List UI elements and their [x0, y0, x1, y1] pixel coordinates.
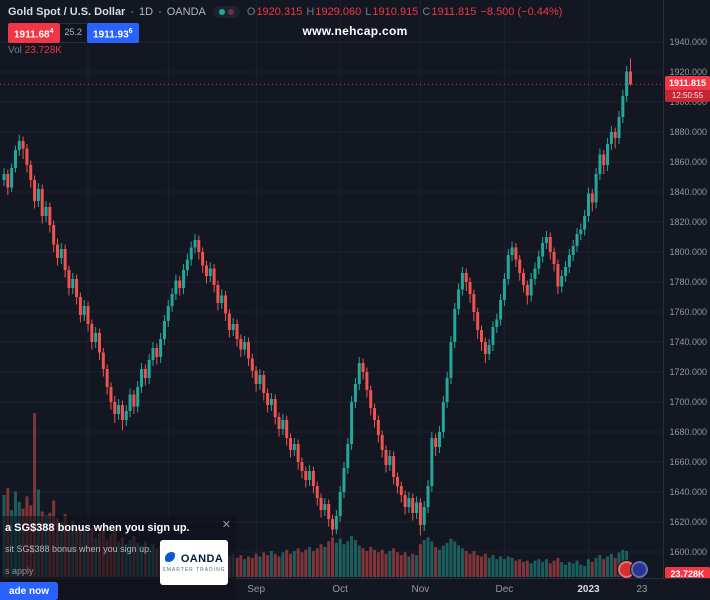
ohlc-readout: O1920.315 H1929.060 L1910.915 C1911.815 …: [247, 6, 564, 18]
close-value: 1911.815: [431, 6, 477, 18]
high-label: H: [306, 6, 315, 18]
quote-buttons: 1911.684 25.2 1911.936: [8, 23, 139, 44]
price-axis-label: 1720.000: [669, 367, 707, 377]
spread-value: 25.2: [59, 23, 88, 44]
price-axis-label: 1660.000: [669, 457, 707, 467]
last-price-badge: 1911.815 12:50:55: [665, 76, 710, 103]
volume-badge: 23.728K: [665, 567, 710, 581]
down-color-dot-icon: [227, 9, 234, 15]
chart-legend: Gold Spot / U.S. Dollar · 1D · OANDA O19…: [8, 6, 563, 18]
legend-separator: ·: [158, 6, 162, 18]
sell-button[interactable]: 1911.684: [8, 23, 60, 44]
ad-brand-card[interactable]: OANDA SMARTER TRADING: [160, 540, 228, 585]
price-axis-label: 1620.000: [669, 517, 707, 527]
price-axis-label: 1780.000: [669, 277, 707, 287]
price-axis-label: 1820.000: [669, 217, 707, 227]
trade-now-button[interactable]: ade now: [0, 582, 59, 600]
price-axis[interactable]: 1911.815 12:50:55 23.728K 1940.000 1920.0…: [663, 0, 710, 581]
price-axis-label: 1840.000: [669, 187, 707, 197]
buy-price: 1911.93: [93, 29, 129, 41]
change-value: −8.500 (−0.44%): [480, 6, 563, 18]
ad-overlay: a SG$388 bonus when you sign up. ✕ sit S…: [0, 516, 236, 600]
time-axis-label: Dec: [495, 584, 514, 595]
legend-visibility-toggle[interactable]: [212, 6, 240, 18]
open-label: O: [246, 6, 256, 18]
low-label: L: [365, 6, 372, 18]
symbol-name[interactable]: Gold Spot / U.S. Dollar: [8, 6, 126, 18]
price-axis-label: 1860.000: [669, 157, 707, 167]
price-axis-label: 1640.000: [669, 487, 707, 497]
time-axis-label: 23: [636, 584, 648, 595]
oanda-tagline: SMARTER TRADING: [162, 567, 226, 573]
time-axis-label: Oct: [332, 584, 348, 595]
volume-readout: Vol 23.728K: [8, 45, 62, 56]
bar-countdown: 12:50:55: [665, 90, 710, 103]
price-axis-label: 1880.000: [669, 127, 707, 137]
interval-label[interactable]: 1D: [139, 6, 154, 18]
exchange-label[interactable]: OANDA: [166, 6, 206, 18]
instrument-logo: [617, 560, 649, 579]
ad-subtext: sit SG$388 bonus when you sign up.: [5, 544, 152, 554]
volume-value: 23.728K: [24, 45, 62, 56]
price-axis-label: 1740.000: [669, 337, 707, 347]
high-value: 1929.060: [315, 6, 362, 18]
oanda-brand-name: OANDA: [180, 552, 224, 565]
close-label: C: [422, 6, 431, 18]
legend-separator: ·: [130, 6, 135, 18]
price-axis-label: 1680.000: [669, 427, 707, 437]
price-axis-label: 1940.000: [669, 37, 707, 47]
time-axis-label: 2023: [577, 584, 600, 595]
last-price-value: 1911.815: [665, 76, 710, 91]
ad-terms: s apply: [5, 566, 34, 576]
ad-close-icon[interactable]: ✕: [221, 519, 231, 531]
price-axis-label: 1920.000: [669, 67, 707, 77]
price-axis-label: 1760.000: [669, 307, 707, 317]
time-axis-label: Nov: [411, 584, 430, 595]
quote-currency-logo-icon: [630, 560, 649, 579]
open-value: 1920.315: [256, 6, 303, 18]
sell-price-sup: 4: [49, 28, 54, 35]
time-axis-label: Sep: [247, 584, 266, 595]
price-axis-label: 1600.000: [669, 547, 707, 557]
price-axis-label: 1800.000: [669, 247, 707, 257]
up-color-dot-icon: [218, 9, 225, 15]
buy-price-sup: 6: [128, 28, 133, 35]
price-axis-label: 1700.000: [669, 397, 707, 407]
volume-label: Vol: [8, 45, 22, 56]
site-watermark: www.nehcap.com: [302, 24, 408, 38]
oanda-logo-icon: [164, 552, 178, 565]
ad-headline: a SG$388 bonus when you sign up.: [5, 522, 190, 534]
low-value: 1910.915: [372, 6, 419, 18]
candlestick-chart[interactable]: [0, 0, 663, 578]
sell-price: 1911.68: [14, 29, 50, 41]
buy-button[interactable]: 1911.936: [87, 23, 139, 44]
